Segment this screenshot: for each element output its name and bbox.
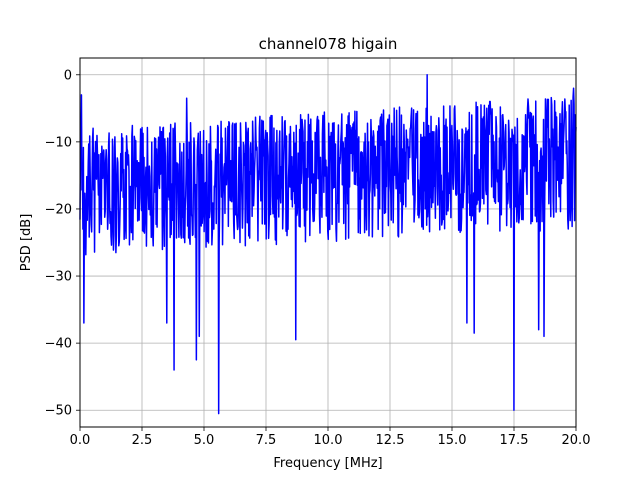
x-tick-label: 7.5 <box>256 433 277 448</box>
x-tick-label: 20.0 <box>562 433 591 448</box>
x-tick-label: 0.0 <box>70 433 91 448</box>
x-tick-label: 12.5 <box>376 433 405 448</box>
series-layer <box>79 74 577 415</box>
y-axis-label: PSD [dB] <box>19 214 34 272</box>
y-tick-label: 0 <box>64 68 72 83</box>
x-tick-label: 5.0 <box>194 433 215 448</box>
x-tick-label: 17.5 <box>500 433 529 448</box>
y-tick-label: −20 <box>45 202 72 217</box>
y-tick-label: −30 <box>45 270 72 285</box>
x-axis-label: Frequency [MHz] <box>273 456 382 471</box>
series-0-line <box>79 74 577 415</box>
x-tick-label: 15.0 <box>438 433 467 448</box>
x-tick-label: 10.0 <box>314 433 343 448</box>
x-tick-label: 2.5 <box>132 433 153 448</box>
y-tick-label: −40 <box>45 337 72 352</box>
y-tick-label: −50 <box>45 404 72 419</box>
chart-title: channel078 higain <box>259 35 398 53</box>
y-tick-label: −10 <box>45 135 72 150</box>
ticks: 0.0 2.5 5.0 7.5 10.0 12.5 15.0 17.5 20.0 0 −10 −20 −… <box>45 68 591 448</box>
